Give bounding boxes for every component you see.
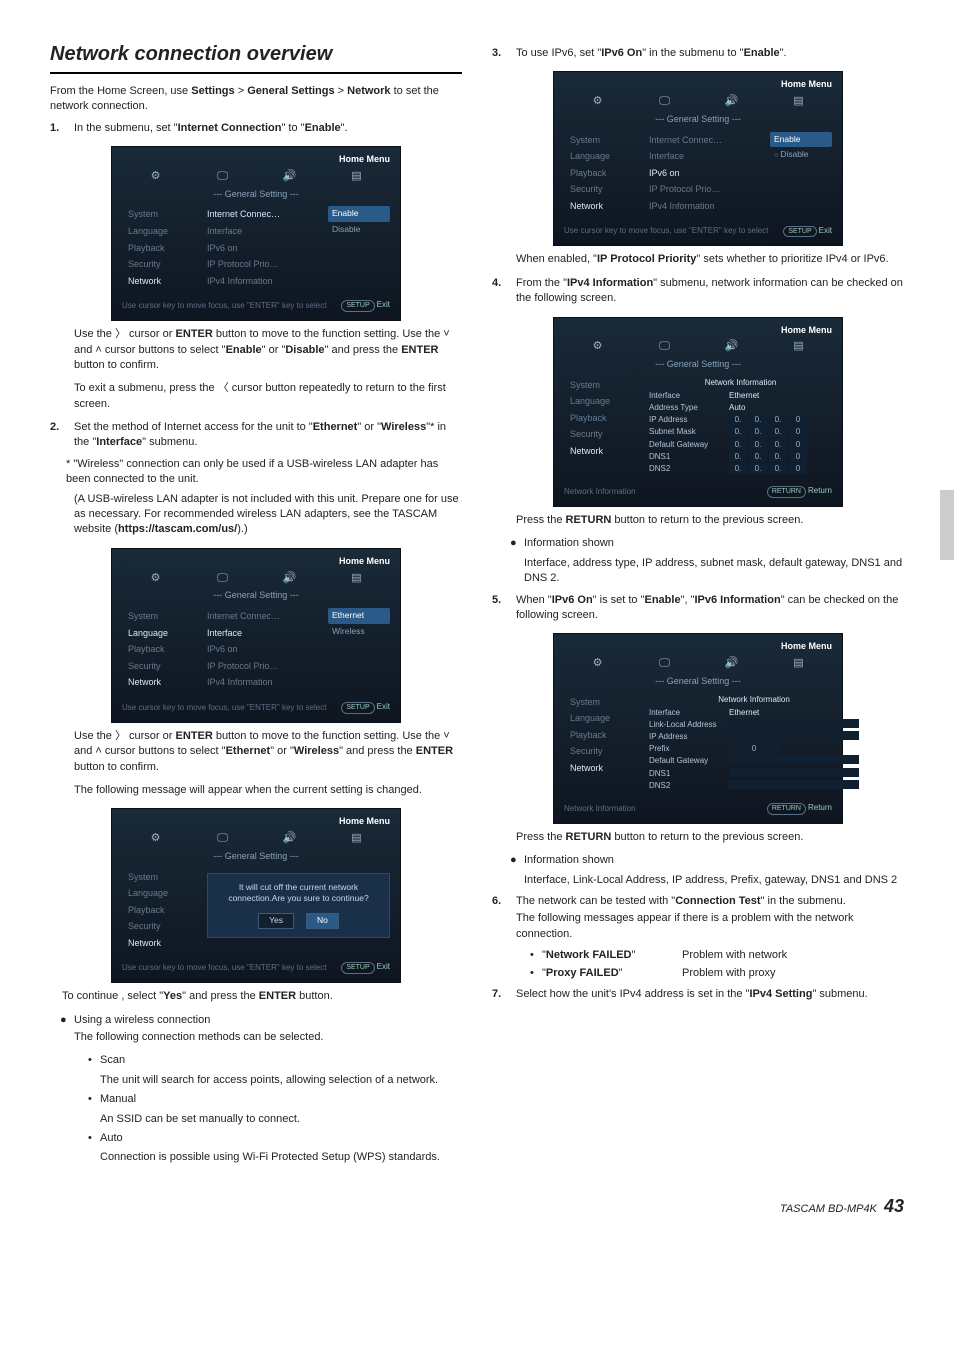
mid-menu: Internet Connec… Interface IPv6 on IP Pr… xyxy=(207,206,328,289)
step-number: 5. xyxy=(492,593,516,624)
page-footer: TASCAM BD-MP4K 43 xyxy=(50,1194,904,1219)
page-number: 43 xyxy=(884,1196,904,1216)
general-setting-label: --- General Setting --- xyxy=(122,188,390,201)
auto-body: Connection is possible using Wi-Fi Prote… xyxy=(50,1150,462,1165)
manual-body: An SSID can be set manually to connect. xyxy=(50,1112,462,1127)
network-failed-desc: Problem with network xyxy=(682,948,787,963)
caption-1a: Use the 〉 cursor or ENTER button to move… xyxy=(50,327,462,373)
step-number: 3. xyxy=(492,46,516,61)
doc-icon: ▤ xyxy=(348,170,366,184)
doc-icon: ▤ xyxy=(348,571,366,585)
scan-body: The unit will search for access points, … xyxy=(50,1073,462,1088)
no-button[interactable]: No xyxy=(306,913,339,929)
caption-5: Press the RETURN button to return to the… xyxy=(492,513,904,528)
info-head: Information shown xyxy=(524,853,614,868)
wireless-note-2: (A USB-wireless LAN adapter is not inclu… xyxy=(50,492,462,538)
manual-title: Manual xyxy=(100,1092,462,1107)
info6-body: Interface, Link-Local Address, IP addres… xyxy=(492,873,904,888)
home-menu-label: Home Menu xyxy=(122,153,390,166)
step-number: 1. xyxy=(50,121,74,136)
right-options: Enable Disable xyxy=(328,206,390,289)
caption-3: To continue , select "Yes" and press the… xyxy=(50,989,462,1004)
dialog-text: It will cut off the current network conn… xyxy=(216,882,381,906)
step-body: From the "IPv4 Information" submenu, net… xyxy=(516,276,904,307)
auto-title: Auto xyxy=(100,1131,462,1146)
step-body: Select how the unit's IPv4 address is se… xyxy=(516,987,904,1002)
monitor-icon: 🖵 xyxy=(214,170,232,184)
intro-text: From the Home Screen, use Settings > Gen… xyxy=(50,84,462,115)
screenshot-ipv6-enable: Home Menu ⚙🖵🔊▤ --- General Setting --- S… xyxy=(553,71,843,246)
step-body: Set the method of Internet access for th… xyxy=(74,420,462,451)
caption-2b: The following message will appear when t… xyxy=(50,783,462,798)
caption-4: When enabled, "IP Protocol Priority" set… xyxy=(492,252,904,267)
step-number: 6. xyxy=(492,894,516,942)
screenshot-confirm-dialog: Home Menu ⚙🖵🔊▤ --- General Setting --- S… xyxy=(111,808,401,983)
speaker-icon: 🔊 xyxy=(281,170,299,184)
caption-1b: To exit a submenu, press the 〈 cursor bu… xyxy=(50,381,462,412)
monitor-icon: 🖵 xyxy=(214,571,232,585)
caption-6: Press the RETURN button to return to the… xyxy=(492,830,904,845)
bullet-icon: ● xyxy=(510,853,524,868)
proxy-failed-desc: Problem with proxy xyxy=(682,966,776,981)
step-body: When "IPv6 On" is set to "Enable", "IPv6… xyxy=(516,593,904,624)
step-body: The network can be tested with "Connecti… xyxy=(516,894,904,942)
gear-icon: ⚙ xyxy=(147,170,165,184)
step-body: To use IPv6, set "IPv6 On" in the submen… xyxy=(516,46,904,61)
scan-title: Scan xyxy=(100,1053,462,1068)
confirm-dialog: It will cut off the current network conn… xyxy=(207,873,390,939)
gear-icon: ⚙ xyxy=(147,571,165,585)
model-label: TASCAM BD-MP4K xyxy=(780,1203,877,1215)
step-body: In the submenu, set "Internet Connection… xyxy=(74,121,462,136)
wireless-heading: Using a wireless connection xyxy=(74,1013,210,1028)
yes-button[interactable]: Yes xyxy=(258,913,294,929)
caption-2a: Use the 〉 cursor or ENTER button to move… xyxy=(50,729,462,775)
step-number: 2. xyxy=(50,420,74,451)
hint-text: Use cursor key to move focus, use "ENTER… xyxy=(122,300,326,311)
bullet-icon: ● xyxy=(510,536,524,551)
speaker-icon: 🔊 xyxy=(281,571,299,585)
step-number: 7. xyxy=(492,987,516,1002)
info4-body: Interface, address type, IP address, sub… xyxy=(492,556,904,587)
side-tab xyxy=(940,490,954,560)
network-failed: Network FAILED xyxy=(546,949,632,961)
proxy-failed: Proxy FAILED xyxy=(546,967,619,979)
info-head: Information shown xyxy=(524,536,614,551)
step-number: 4. xyxy=(492,276,516,307)
screenshot-internet-enable: Home Menu ⚙ 🖵 🔊 ▤ --- General Setting --… xyxy=(111,146,401,321)
screenshot-interface: Home Menu ⚙ 🖵 🔊 ▤ --- General Setting --… xyxy=(111,548,401,723)
wireless-sub: The following connection methods can be … xyxy=(50,1030,462,1045)
screenshot-ipv4-info: Home Menu ⚙🖵🔊▤ --- General Setting --- S… xyxy=(553,317,843,507)
wireless-note: * "Wireless" connection can only be used… xyxy=(50,457,462,488)
screenshot-ipv6-info: Home Menu ⚙🖵🔊▤ --- General Setting --- S… xyxy=(553,633,843,823)
left-menu: System Language Playback Security Networ… xyxy=(122,206,207,289)
bullet-icon: ● xyxy=(60,1013,74,1028)
section-title: Network connection overview xyxy=(50,40,462,74)
